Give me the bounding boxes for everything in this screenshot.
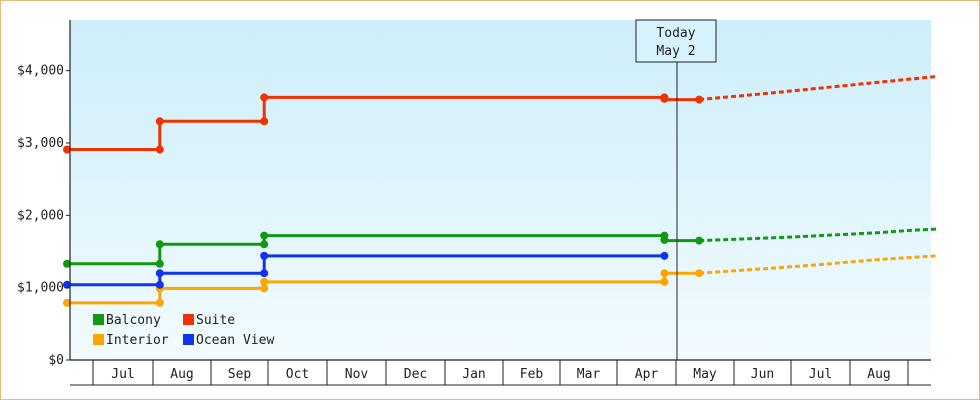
legend-label-ocean-view: Ocean View — [196, 333, 274, 348]
legend-label-interior: Interior — [106, 333, 169, 348]
axis-layer: $0 $1,000 $2,000 $3,000 $4,000 Jul Aug Sep Oct No… — [17, 20, 931, 386]
series-line-ocean-view — [67, 254, 665, 287]
data-point-interior — [155, 298, 164, 307]
x-tick-label: Dec — [404, 367, 427, 382]
x-tick-label: Jul — [111, 367, 134, 382]
data-point-suite — [695, 95, 704, 104]
data-point-suite — [660, 94, 669, 103]
x-tick-label: May — [693, 367, 717, 382]
data-point-interior — [695, 269, 704, 278]
x-tick-label: Apr — [635, 367, 659, 382]
legend-label-suite: Suite — [196, 313, 235, 328]
x-tick-label: Feb — [520, 367, 544, 382]
data-point-interior — [260, 284, 269, 293]
data-point-balcony — [660, 235, 669, 244]
data-point-interior — [660, 277, 669, 286]
x-tick-label: Nov — [345, 367, 369, 382]
data-point-balcony — [155, 240, 164, 249]
data-point-balcony — [63, 259, 71, 268]
data-point-ocean-view — [155, 269, 164, 278]
x-tick-label: Mar — [577, 367, 601, 382]
data-point-suite — [63, 145, 71, 154]
x-tick-label: Oct — [286, 367, 309, 382]
legend-swatch-ocean-view — [183, 334, 194, 345]
legend: Balcony Suite Interior Ocean View — [93, 313, 274, 348]
x-tick-label: Jul — [809, 367, 832, 382]
x-tick-label: Aug — [170, 367, 193, 382]
data-point-interior — [660, 269, 669, 278]
data-point-ocean-view — [63, 280, 71, 289]
today-marker: Today May 2 — [635, 19, 717, 360]
series-balcony — [63, 227, 938, 268]
legend-swatch-suite — [183, 314, 194, 325]
y-tick-label: $1,000 — [17, 281, 64, 296]
series-layer — [63, 74, 938, 307]
series-ocean-view — [63, 251, 669, 289]
y-tick-label: $2,000 — [17, 208, 64, 223]
today-date: May 2 — [656, 44, 695, 59]
series-suite — [63, 74, 938, 154]
plot-background — [70, 20, 931, 360]
data-point-ocean-view — [660, 251, 669, 260]
data-point-balcony — [695, 236, 704, 245]
data-point-suite — [155, 145, 164, 154]
legend-label-balcony: Balcony — [106, 313, 161, 328]
legend-swatch-interior — [93, 334, 104, 345]
data-point-ocean-view — [155, 280, 164, 289]
x-tick-label: Jun — [751, 367, 774, 382]
series-interior — [63, 254, 938, 307]
y-tick-label: $3,000 — [17, 136, 64, 151]
x-tick-label: Sep — [228, 367, 252, 382]
x-tick-label: Jan — [462, 367, 485, 382]
forecast-line-suite — [699, 74, 938, 102]
data-point-balcony — [155, 259, 164, 268]
data-point-ocean-view — [260, 251, 269, 260]
data-point-suite — [260, 93, 269, 102]
today-box — [635, 19, 717, 63]
data-point-suite — [260, 117, 269, 126]
today-label: Today — [656, 26, 695, 41]
forecast-line-interior — [699, 254, 938, 275]
y-tick-label: $0 — [48, 353, 64, 368]
data-point-interior — [63, 298, 71, 307]
legend-swatch-balcony — [93, 314, 104, 325]
data-point-interior — [260, 277, 269, 286]
y-tick-label: $4,000 — [17, 64, 64, 79]
data-point-suite — [155, 117, 164, 126]
forecast-line-balcony — [699, 227, 938, 243]
data-point-ocean-view — [260, 269, 269, 278]
data-point-balcony — [260, 231, 269, 240]
data-point-balcony — [260, 240, 269, 249]
x-tick-label: Aug — [867, 367, 890, 382]
